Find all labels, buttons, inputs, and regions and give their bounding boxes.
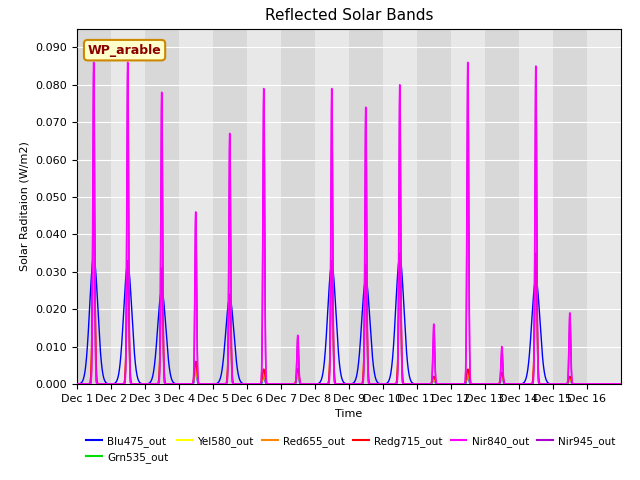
Blu475_out [534, 288, 541, 294]
Nir945_out [184, 381, 192, 387]
Title: Reflected Solar Bands: Reflected Solar Bands [264, 9, 433, 24]
Nir840_out [501, 381, 509, 387]
Bar [451, 29, 485, 384]
Redg715_out [184, 381, 192, 387]
Bar [349, 29, 383, 384]
Yel580_out [184, 381, 192, 387]
Nir945_out [73, 381, 81, 387]
Y-axis label: Solar Raditaion (W/m2): Solar Raditaion (W/m2) [20, 142, 30, 271]
Grn535_out [617, 381, 625, 387]
Redg715_out [617, 381, 625, 387]
Red655_out [611, 381, 619, 387]
Bar [553, 29, 587, 384]
Redg715_out [534, 348, 541, 353]
Line: Blu475_out: Blu475_out [77, 257, 621, 384]
Grn535_out [73, 381, 81, 387]
Blu475_out [419, 381, 426, 387]
Blu475_out [73, 381, 81, 387]
Nir840_out [534, 359, 541, 365]
Red655_out [73, 381, 81, 387]
Red655_out [184, 381, 192, 387]
Red655_out [534, 351, 541, 357]
Nir840_out [583, 381, 591, 387]
Nir840_out [184, 381, 192, 387]
Redg715_out [501, 381, 509, 387]
Bar [519, 29, 553, 384]
Yel580_out [73, 381, 81, 387]
Redg715_out [611, 381, 619, 387]
Grn535_out [501, 381, 509, 387]
Line: Nir945_out: Nir945_out [77, 72, 621, 384]
Yel580_out [419, 381, 426, 387]
Line: Redg715_out: Redg715_out [77, 193, 621, 384]
Bar [281, 29, 315, 384]
Blu475_out [617, 381, 625, 387]
Grn535_out [611, 381, 619, 387]
Bar [212, 29, 247, 384]
Bar [417, 29, 451, 384]
Blu475_out [90, 254, 97, 260]
Nir840_out [617, 381, 625, 387]
Redg715_out [73, 381, 81, 387]
Bar [247, 29, 281, 384]
Grn535_out [534, 360, 541, 365]
Grn535_out [184, 381, 192, 387]
Nir945_out [611, 381, 619, 387]
Blu475_out [467, 381, 474, 387]
Line: Red655_out: Red655_out [77, 212, 621, 384]
Nir840_out [73, 381, 81, 387]
Blu475_out [583, 381, 591, 387]
Bar [77, 29, 111, 384]
Bar [383, 29, 417, 384]
Red655_out [583, 381, 591, 387]
Nir945_out [467, 379, 474, 384]
Redg715_out [90, 191, 98, 196]
X-axis label: Time: Time [335, 409, 362, 419]
Bar [145, 29, 179, 384]
Yel580_out [583, 381, 591, 387]
Red655_out [467, 380, 474, 386]
Nir945_out [583, 381, 591, 387]
Nir840_out [90, 60, 98, 65]
Red655_out [501, 381, 509, 387]
Text: WP_arable: WP_arable [88, 44, 161, 57]
Yel580_out [501, 381, 509, 387]
Nir945_out [617, 381, 625, 387]
Nir945_out [90, 69, 98, 75]
Grn535_out [419, 381, 426, 387]
Blu475_out [611, 381, 619, 387]
Nir840_out [611, 381, 619, 387]
Blu475_out [501, 381, 509, 387]
Grn535_out [90, 257, 98, 263]
Nir840_out [467, 379, 474, 384]
Red655_out [419, 381, 426, 387]
Yel580_out [611, 381, 619, 387]
Line: Grn535_out: Grn535_out [77, 260, 621, 384]
Bar [587, 29, 621, 384]
Legend: Blu475_out, Grn535_out, Yel580_out, Red655_out, Redg715_out, Nir840_out, Nir945_: Blu475_out, Grn535_out, Yel580_out, Red6… [82, 432, 620, 467]
Bar [179, 29, 212, 384]
Redg715_out [467, 380, 474, 385]
Red655_out [617, 381, 625, 387]
Nir945_out [534, 360, 541, 365]
Line: Nir840_out: Nir840_out [77, 62, 621, 384]
Bar [315, 29, 349, 384]
Nir945_out [501, 381, 509, 387]
Yel580_out [467, 380, 474, 386]
Redg715_out [583, 381, 591, 387]
Grn535_out [583, 381, 591, 387]
Redg715_out [419, 381, 426, 387]
Grn535_out [467, 380, 474, 386]
Bar [111, 29, 145, 384]
Bar [485, 29, 519, 384]
Yel580_out [617, 381, 625, 387]
Nir945_out [419, 381, 426, 387]
Line: Yel580_out: Yel580_out [77, 241, 621, 384]
Yel580_out [534, 356, 541, 362]
Nir840_out [419, 381, 426, 387]
Blu475_out [184, 381, 192, 387]
Yel580_out [90, 238, 98, 244]
Red655_out [90, 209, 98, 215]
